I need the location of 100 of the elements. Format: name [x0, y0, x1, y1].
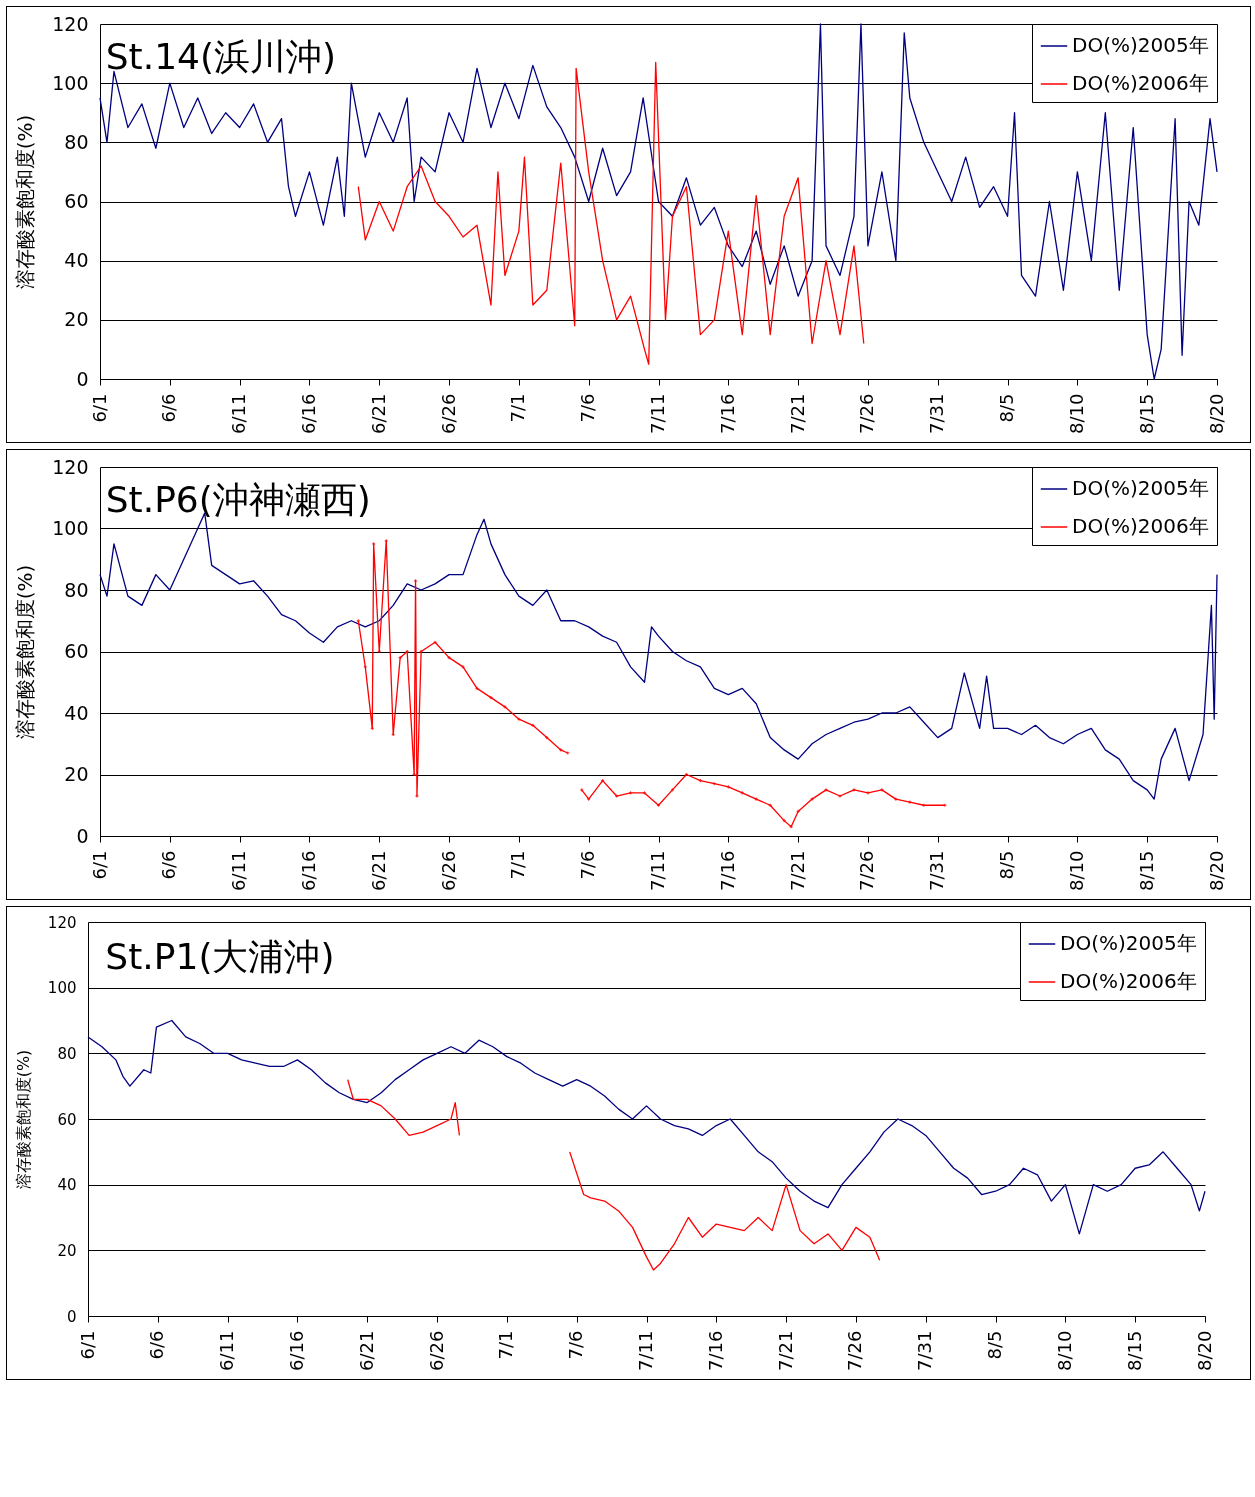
x-tick-label: 7/26 — [856, 393, 878, 434]
x-tick-label: 8/20 — [1193, 1330, 1215, 1371]
legend-label: DO(%)2005年 — [1072, 476, 1209, 500]
legend-label: DO(%)2006年 — [1072, 514, 1209, 538]
point — [433, 640, 437, 644]
y-tick-label: 0 — [76, 367, 89, 390]
x-tick-label: 7/31 — [926, 393, 948, 434]
x-tick-label: 8/5 — [996, 850, 1018, 880]
y-tick-label: 0 — [66, 1307, 77, 1326]
x-tick-label: 7/6 — [565, 1330, 587, 1360]
point — [880, 788, 884, 792]
legend-label: DO(%)2006年 — [1072, 71, 1209, 95]
x-tick-label: 6/21 — [367, 850, 389, 891]
y-tick-label: 80 — [64, 578, 89, 601]
x-tick-label: 6/26 — [437, 393, 459, 434]
y-tick-label: 40 — [64, 701, 89, 724]
x-tick-label: 6/6 — [158, 393, 180, 423]
y-tick-label: 40 — [57, 1176, 77, 1195]
y-tick-label: 80 — [64, 130, 89, 153]
point — [587, 797, 591, 801]
point — [628, 791, 633, 795]
x-tick-label: 7/21 — [786, 850, 808, 891]
y-tick-label: 120 — [52, 12, 89, 35]
x-tick-label: 6/11 — [216, 1330, 238, 1371]
y-tick-label: 20 — [64, 308, 89, 331]
y-tick-label: 100 — [47, 979, 77, 998]
x-tick-label: 6/6 — [158, 850, 180, 880]
y-tick-label: 20 — [57, 1241, 77, 1260]
x-tick-label: 7/21 — [774, 1330, 796, 1371]
x-tick-label: 7/11 — [647, 850, 668, 891]
x-tick-label: 7/16 — [716, 393, 738, 434]
x-tick-label: 7/16 — [704, 1330, 726, 1371]
chart-title: St.P1(大浦沖) — [105, 936, 335, 977]
x-tick-label: 7/31 — [914, 1330, 936, 1371]
y-tick-label: 100 — [52, 517, 89, 539]
point — [740, 791, 744, 795]
x-tick-label: 6/16 — [285, 1330, 307, 1371]
point — [670, 788, 675, 792]
x-tick-label: 8/10 — [1065, 850, 1087, 891]
point — [796, 809, 800, 813]
x-tick-label: 7/11 — [647, 393, 668, 434]
x-tick-label: 8/5 — [996, 393, 1018, 423]
x-tick-label: 8/20 — [1205, 850, 1227, 891]
chart-title: St.P6(沖神瀬西) — [105, 479, 371, 520]
chart-title: St.14(浜川沖) — [105, 36, 337, 77]
point — [852, 788, 856, 792]
y-axis-title: 溶存酸素飽和度(%) — [13, 114, 38, 290]
x-tick-label: 7/1 — [507, 393, 529, 423]
x-tick-label: 7/16 — [716, 850, 738, 891]
legend-label: DO(%)2005年 — [1072, 33, 1209, 57]
x-tick-label: 8/10 — [1053, 1330, 1075, 1371]
point — [503, 705, 507, 709]
y-tick-label: 20 — [64, 763, 89, 785]
x-tick-label: 6/21 — [355, 1330, 377, 1371]
point — [447, 656, 451, 660]
x-tick-label: 6/11 — [228, 850, 250, 891]
x-tick-label: 6/16 — [297, 393, 319, 434]
x-tick-label: 7/1 — [507, 850, 529, 880]
y-tick-label: 80 — [57, 1044, 77, 1063]
x-tick-label: 6/16 — [297, 850, 319, 891]
x-tick-label: 8/15 — [1135, 393, 1157, 434]
x-tick-label: 6/21 — [367, 393, 389, 434]
y-tick-label: 0 — [76, 824, 89, 847]
x-tick-label: 7/26 — [844, 1330, 866, 1371]
x-tick-label: 6/6 — [146, 1330, 168, 1360]
y-tick-label: 60 — [64, 190, 89, 212]
x-tick-label: 6/26 — [425, 1330, 447, 1371]
point — [615, 794, 619, 798]
y-tick-label: 120 — [52, 455, 89, 478]
point — [559, 748, 563, 752]
x-tick-label: 7/6 — [577, 393, 599, 423]
x-tick-label: 7/26 — [856, 850, 878, 891]
x-tick-label: 7/31 — [926, 850, 948, 891]
x-tick-label: 8/15 — [1135, 850, 1157, 891]
y-tick-label: 60 — [64, 640, 89, 662]
x-tick-label: 7/1 — [495, 1330, 517, 1360]
point — [461, 665, 465, 669]
point — [866, 791, 870, 795]
point — [489, 696, 493, 700]
y-tick-label: 60 — [57, 1110, 77, 1129]
point — [517, 717, 521, 721]
y-tick-label: 120 — [47, 913, 77, 932]
y-tick-label: 40 — [64, 249, 89, 272]
point — [894, 797, 898, 801]
point — [642, 791, 647, 795]
point — [824, 788, 828, 792]
x-tick-label: 7/21 — [786, 393, 808, 434]
y-tick-label: 100 — [52, 71, 89, 94]
x-tick-label: 8/20 — [1205, 393, 1227, 434]
x-tick-label: 6/1 — [88, 393, 110, 423]
x-tick-label: 8/5 — [984, 1330, 1006, 1360]
x-tick-label: 7/11 — [635, 1330, 656, 1371]
point — [475, 686, 479, 690]
point — [810, 797, 814, 801]
point — [363, 665, 367, 669]
x-tick-label: 6/1 — [88, 850, 110, 880]
point — [838, 794, 842, 798]
legend-label: DO(%)2006年 — [1060, 969, 1197, 993]
legend-label: DO(%)2005年 — [1060, 931, 1197, 955]
y-axis-title: 溶存酸素飽和度(%) — [13, 564, 38, 740]
